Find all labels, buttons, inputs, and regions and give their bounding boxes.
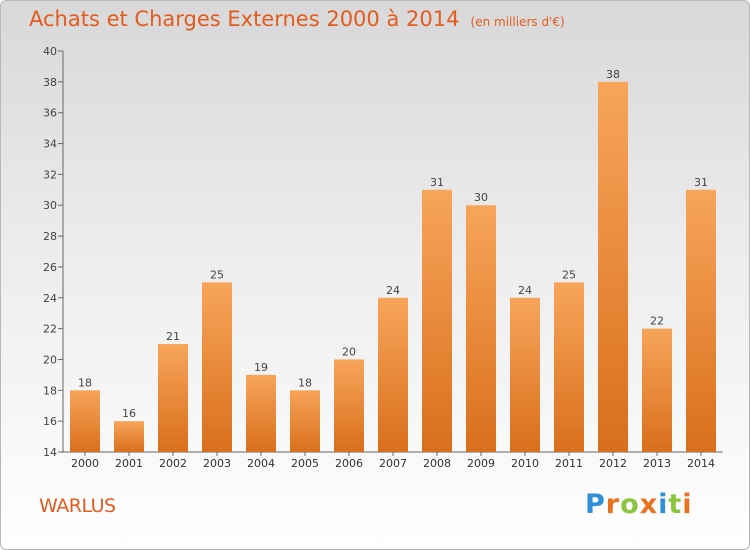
logo-letter: P [585, 489, 606, 520]
data-label: 38 [606, 68, 620, 81]
logo-letter: r [605, 489, 621, 520]
bar [554, 282, 584, 452]
data-label: 19 [254, 361, 268, 374]
proxiti-logo: Proxiti [585, 489, 693, 520]
y-tick-label: 26 [43, 261, 57, 274]
x-tick-label: 2002 [159, 457, 187, 470]
y-tick-label: 34 [43, 138, 57, 151]
bar [290, 390, 320, 452]
y-tick-label: 14 [43, 446, 57, 459]
y-tick-label: 18 [43, 384, 57, 397]
bar [202, 282, 232, 452]
data-label: 25 [210, 268, 224, 281]
x-tick-label: 2004 [247, 457, 275, 470]
data-label: 24 [518, 284, 532, 297]
labels-layer: 2000 18 2001 16 2002 21 2003 25 2004 19 2005 18 2006… [71, 68, 715, 470]
x-tick-label: 2003 [203, 457, 231, 470]
y-tick-label: 16 [43, 415, 57, 428]
axis-layer: 14 16 18 20 22 24 26 28 30 32 34 36 38 40 [43, 45, 723, 459]
y-tick-label: 22 [43, 323, 57, 336]
bar [158, 344, 188, 452]
x-tick-label: 2010 [511, 457, 539, 470]
x-tick-label: 2009 [467, 457, 495, 470]
bar [686, 189, 716, 453]
y-tick-label: 28 [43, 230, 57, 243]
logo-letter: t [668, 489, 683, 520]
y-tick-label: 36 [43, 107, 57, 120]
data-label: 24 [386, 284, 400, 297]
data-label: 20 [342, 345, 356, 358]
data-label: 31 [694, 176, 708, 189]
data-label: 18 [298, 376, 312, 389]
bar [466, 205, 496, 452]
x-tick-label: 2001 [115, 457, 143, 470]
chart-unit: (en milliers d'€) [470, 15, 565, 29]
y-tick-label: 20 [43, 353, 57, 366]
bars-layer [70, 81, 716, 453]
town-name: WARLUS [39, 495, 116, 517]
bar [510, 297, 540, 452]
data-label: 16 [122, 407, 136, 420]
logo-letter: x [639, 489, 659, 520]
x-tick-label: 2006 [335, 457, 363, 470]
x-tick-label: 2007 [379, 457, 407, 470]
chart-title-text: Achats et Charges Externes 2000 à 2014 [29, 7, 460, 31]
data-label: 18 [78, 376, 92, 389]
x-tick-label: 2014 [687, 457, 715, 470]
y-tick-label: 38 [43, 76, 57, 89]
x-tick-label: 2011 [555, 457, 583, 470]
data-label: 25 [562, 268, 576, 281]
y-tick-label: 30 [43, 199, 57, 212]
logo-letter: i [658, 489, 669, 520]
data-label: 21 [166, 330, 180, 343]
bar [70, 390, 100, 452]
x-tick-label: 2000 [71, 457, 99, 470]
x-tick-label: 2013 [643, 457, 671, 470]
bar [334, 359, 364, 452]
bar [642, 328, 672, 452]
x-tick-label: 2005 [291, 457, 319, 470]
data-label: 30 [474, 191, 488, 204]
y-tick-label: 32 [43, 168, 57, 181]
bar [422, 189, 452, 453]
logo-letter: i [682, 489, 693, 520]
data-label: 31 [430, 176, 444, 189]
chart-title: Achats et Charges Externes 2000 à 2014 (… [29, 7, 565, 31]
bar [246, 374, 276, 452]
data-label: 22 [650, 315, 664, 328]
x-tick-label: 2012 [599, 457, 627, 470]
logo-letter: o [620, 489, 640, 520]
bar [598, 81, 628, 452]
y-tick-label: 40 [43, 45, 57, 58]
bar [114, 421, 144, 452]
x-tick-label: 2008 [423, 457, 451, 470]
y-tick-label: 24 [43, 292, 57, 305]
bar [378, 297, 408, 452]
